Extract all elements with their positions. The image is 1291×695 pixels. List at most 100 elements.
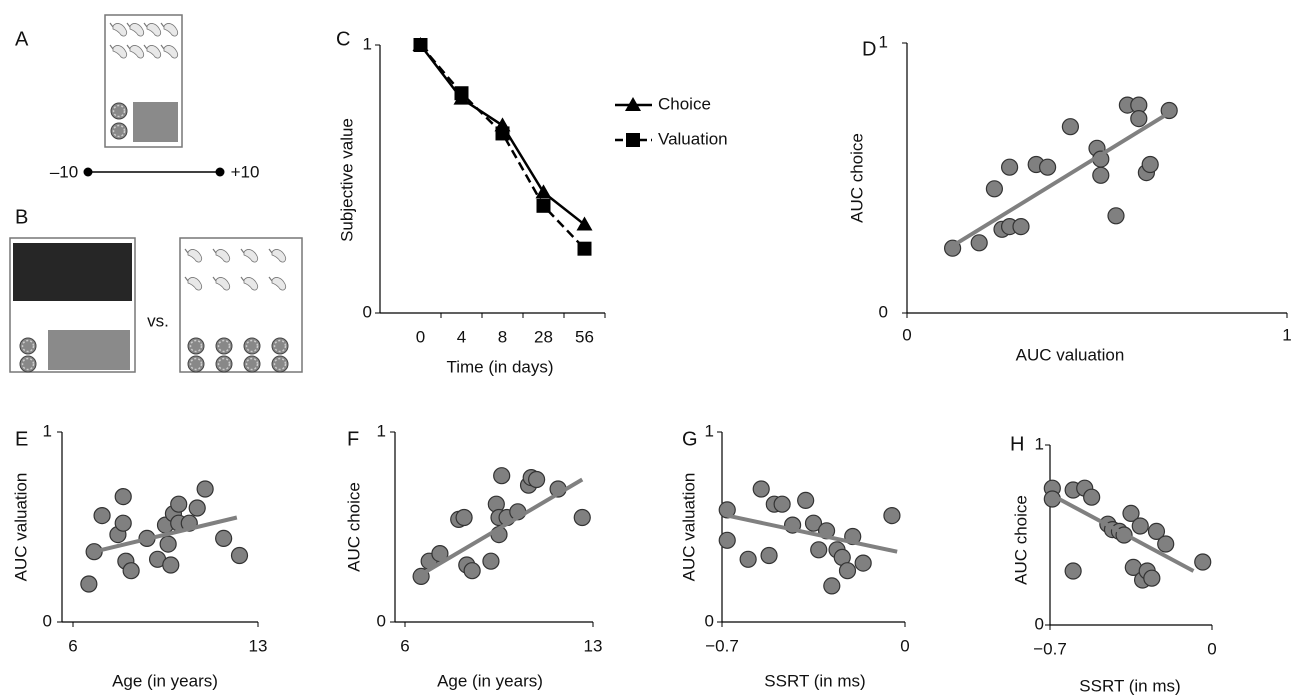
scatter-point [573, 508, 591, 527]
scatter-point [773, 495, 791, 513]
scatter-point [1061, 118, 1080, 136]
y-axis-label: AUC choice [847, 133, 866, 223]
x-tick-label: 6 [68, 636, 77, 655]
fit-line [93, 515, 238, 554]
square-marker [495, 126, 510, 141]
vs-label: vs. [147, 311, 169, 330]
y-tick-label: 0 [43, 611, 52, 630]
x-tick-label: 4 [457, 327, 466, 346]
x-tick-label: 6 [400, 636, 409, 655]
y-tick-label: 1 [1035, 434, 1044, 453]
x-tick-label: 13 [584, 636, 603, 655]
legend-marker [626, 133, 640, 147]
scatter-point [854, 554, 872, 572]
square-marker [454, 86, 469, 101]
x-tick-label: 56 [575, 327, 594, 346]
scale-right: +10 [231, 162, 260, 181]
x-tick-label: 0 [416, 327, 425, 346]
square-marker [577, 241, 592, 256]
scatter-point [823, 577, 841, 595]
panel-letter: D [862, 38, 876, 60]
scatter-point [455, 508, 473, 527]
panel-letter: G [682, 428, 698, 450]
scatter-point [1141, 155, 1159, 174]
scatter-point [230, 546, 249, 565]
scatter-point [196, 480, 214, 498]
scatter-point [493, 467, 511, 485]
y-tick-label: 1 [705, 421, 714, 440]
x-tick-label: 13 [249, 636, 268, 655]
x-axis-label: Age (in years) [112, 671, 218, 690]
x-axis-label: AUC valuation [1016, 345, 1125, 364]
fit-line [420, 477, 584, 577]
y-tick-label: 0 [705, 611, 714, 630]
fit-line [726, 513, 898, 554]
scatter-point [985, 180, 1004, 198]
scatter-point [718, 501, 736, 519]
scatter-point [1064, 562, 1082, 580]
triangle-marker [535, 184, 552, 199]
scatter-point [80, 575, 98, 593]
scatter-point [215, 529, 233, 548]
triangle-marker [576, 216, 593, 231]
x-tick-label: 28 [534, 327, 553, 346]
scatter-point [739, 550, 757, 568]
fit-line [947, 108, 1175, 250]
x-axis-label: Time (in days) [446, 357, 553, 376]
scatter-point [760, 546, 778, 565]
scatter-point [804, 514, 823, 532]
scatter-point [1143, 569, 1161, 587]
scatter-point [463, 562, 481, 580]
scatter-point [797, 491, 815, 509]
scatter-point [162, 556, 180, 574]
legend-label: Valuation [658, 129, 728, 148]
panel-letter: A [15, 28, 29, 50]
x-axis-label: Age (in years) [437, 671, 543, 690]
scatter-point [1107, 207, 1125, 225]
scatter-point [170, 495, 188, 513]
y-axis-label: AUC valuation [11, 473, 30, 582]
y-axis-label: Subjective value [337, 118, 356, 242]
y-axis-label: AUC choice [1011, 495, 1030, 585]
x-tick-label: 1 [1282, 325, 1291, 344]
y-tick-label: 0 [377, 611, 386, 630]
y-tick-label: 0 [1035, 614, 1044, 633]
panel-letter: E [15, 428, 28, 450]
x-axis-label: SSRT (in ms) [1079, 676, 1180, 695]
scatter-point [93, 506, 111, 525]
x-tick-label: −0.7 [1033, 639, 1067, 658]
y-tick-label: 1 [879, 32, 888, 51]
coin-icon [271, 355, 289, 373]
scatter-point [883, 506, 901, 525]
scatter-point [1038, 158, 1057, 176]
scatter-point [527, 470, 546, 489]
scatter-point [970, 234, 988, 252]
illustration-a: A –10 +10 [15, 14, 260, 181]
y-tick-label: 1 [363, 34, 372, 53]
scale-left: –10 [50, 162, 78, 181]
scatter-point [1092, 166, 1110, 184]
square-marker [536, 198, 551, 213]
scatter-point [122, 562, 140, 580]
panel-letter: H [1010, 433, 1024, 455]
x-tick-label: −0.7 [705, 636, 739, 655]
coin-icon [271, 337, 289, 355]
scatter-point [718, 531, 736, 549]
coin-icon [243, 355, 261, 373]
scatter-point [114, 514, 132, 532]
y-axis-label: AUC valuation [679, 473, 698, 582]
y-tick-label: 1 [43, 421, 52, 440]
scatter-point [1130, 109, 1148, 128]
scatter-point [752, 480, 770, 498]
scatter-point [482, 552, 500, 570]
scatter-point [188, 499, 206, 517]
fit-line [1051, 493, 1195, 573]
panel-letter: B [15, 206, 28, 228]
scatter-point [1122, 504, 1140, 523]
legend-marker [625, 97, 641, 111]
x-axis-label: SSRT (in ms) [764, 671, 865, 690]
y-tick-label: 1 [377, 421, 386, 440]
scatter-point [1131, 517, 1149, 535]
scatter-point [1012, 218, 1030, 236]
scatter-point [1157, 535, 1175, 553]
